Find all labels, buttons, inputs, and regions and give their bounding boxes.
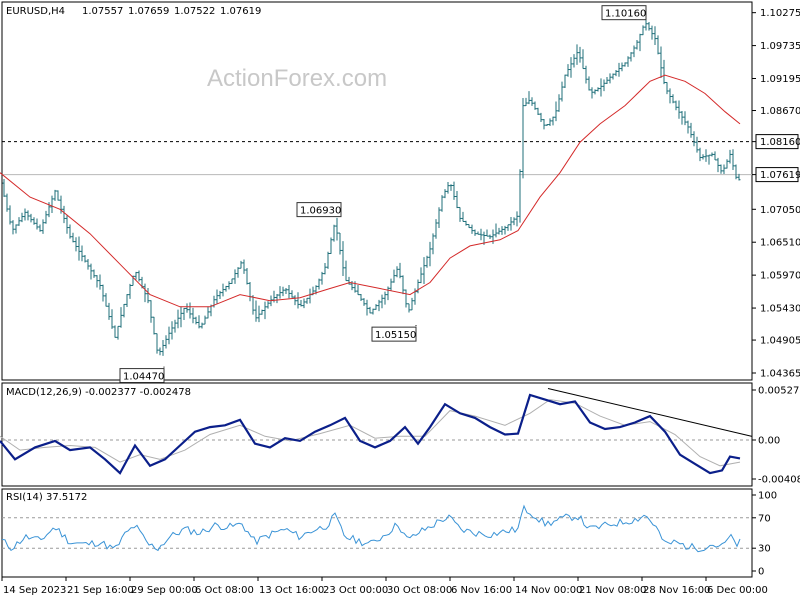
annotation-label: 1.05150	[375, 330, 416, 341]
x-tick-label: 28 Nov 16:00	[643, 585, 710, 596]
price-tick-label: 1.05430	[760, 304, 800, 315]
rsi-panel: RSI(14) 37.5172 100 70 30 0	[2, 489, 777, 578]
price-tick-label: 1.07619	[760, 170, 800, 181]
watermark: ActionForex.com	[207, 65, 387, 92]
x-tick-label: 6 Nov 16:00	[451, 585, 512, 596]
annotation-label: 1.06930	[300, 206, 341, 217]
rsi-label: RSI(14) 37.5172	[6, 492, 87, 503]
x-tick-label: 21 Sep 16:00	[67, 585, 134, 596]
macd-panel: MACD(12,26,9) -0.002377 -0.002478 0.0052…	[0, 383, 800, 486]
rsi-tick-label: 30	[758, 544, 771, 555]
price-tick-label: 1.06510	[760, 238, 800, 249]
header-low: 1.07522	[174, 6, 215, 17]
header-high: 1.07659	[128, 6, 169, 17]
price-tick-label: 1.05970	[760, 271, 800, 282]
price-tick-label: 1.08160	[760, 137, 800, 148]
x-tick-label: 23 Oct 00:00	[323, 585, 388, 596]
price-tick-label: 1.09195	[760, 74, 800, 85]
price-tick-label: 1.10275	[760, 8, 800, 19]
price-tick-label: 1.04365	[760, 368, 800, 379]
symbol-label: EURUSD,H4	[6, 6, 65, 17]
macd-tick-label: 0.00	[758, 436, 780, 447]
macd-label: MACD(12,26,9) -0.002377 -0.002478	[6, 387, 191, 398]
x-tick-label: 14 Sep 2023	[3, 585, 66, 596]
x-tick-label: 14 Nov 00:00	[515, 585, 582, 596]
header-open: 1.07557	[82, 6, 123, 17]
rsi-axis: 100 70 30 0	[752, 491, 777, 578]
rsi-tick-label: 0	[758, 567, 764, 578]
price-tick-label: 1.08670	[760, 106, 800, 117]
price-panel: ActionForex.com EURUSD,H4 1.07557 1.0765…	[0, 2, 800, 383]
price-tick-label: 1.04905	[760, 336, 800, 347]
annotation-label: 1.10160	[605, 9, 646, 20]
x-tick-label: 30 Oct 08:00	[387, 585, 452, 596]
price-tick-label: 1.07050	[760, 205, 800, 216]
price-tick-label: 1.09735	[760, 41, 800, 52]
x-tick-label: 6 Dec 00:00	[707, 585, 768, 596]
rsi-panel-frame	[2, 489, 752, 577]
rsi-tick-label: 100	[758, 491, 777, 502]
price-panel-frame	[2, 2, 752, 380]
annotation-label: 1.04470	[123, 372, 164, 383]
macd-panel-frame	[2, 383, 752, 486]
header-close: 1.07619	[220, 6, 261, 17]
x-tick-label: 6 Oct 08:00	[195, 585, 254, 596]
x-tick-label: 21 Nov 08:00	[579, 585, 646, 596]
price-axis: 1.10275 1.09735 1.09195 1.08670 1.08160 1.076…	[752, 8, 800, 379]
macd-axis: 0.005278 0.00 -0.004087	[752, 386, 800, 486]
rsi-tick-label: 70	[758, 513, 771, 524]
x-tick-label: 13 Oct 16:00	[259, 585, 324, 596]
macd-tick-label: -0.004087	[758, 475, 800, 486]
x-tick-label: 29 Sep 00:00	[131, 585, 198, 596]
macd-tick-label: 0.005278	[758, 386, 800, 397]
